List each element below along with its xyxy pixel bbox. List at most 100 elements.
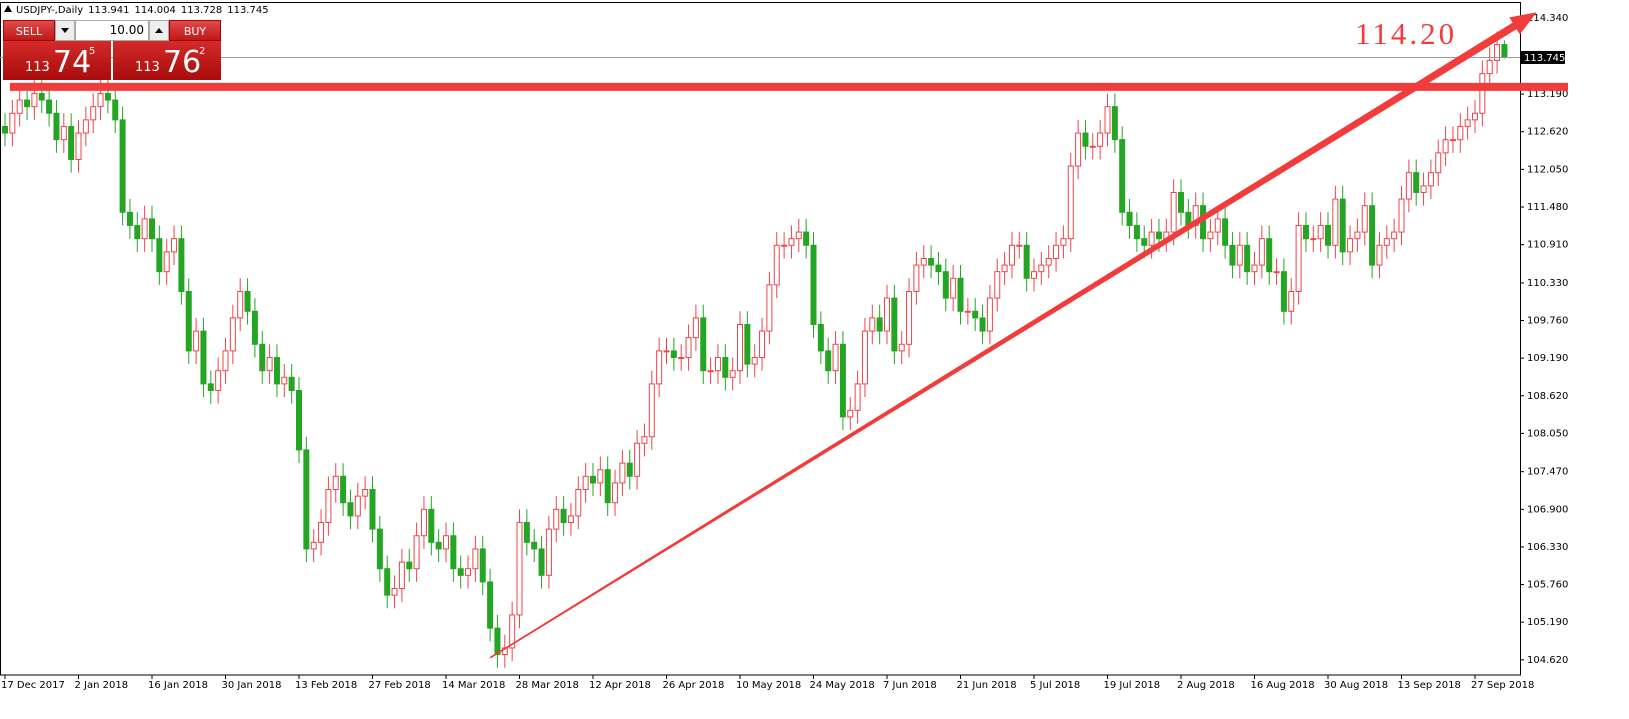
candle-body [97, 92, 104, 108]
buy-button[interactable]: BUY [169, 20, 221, 41]
candle-body [1479, 73, 1486, 114]
candle-body [825, 350, 832, 372]
candle-body [670, 350, 677, 358]
x-tick-label: 5 Jul 2018 [1030, 680, 1080, 691]
candle-body [648, 383, 655, 438]
candle-body [553, 508, 560, 530]
x-tick-label: 30 Aug 2018 [1324, 680, 1388, 691]
candle-body [692, 317, 699, 339]
candle-body [891, 297, 898, 352]
candle-body [420, 508, 427, 537]
candle-body [479, 548, 486, 583]
candle-body [560, 508, 567, 524]
candle-body [832, 343, 839, 372]
candle-body [1067, 165, 1074, 240]
candle-body [854, 383, 861, 411]
candle-body [523, 522, 530, 543]
candle-body [1097, 132, 1104, 147]
candle-body [325, 489, 332, 524]
candle-body [1222, 218, 1229, 246]
volume-up[interactable] [149, 20, 169, 41]
sell-button[interactable]: SELL [3, 20, 55, 41]
candle-body [156, 238, 163, 273]
candle-body [773, 244, 780, 286]
bid-price[interactable]: 113 74 5 [3, 41, 111, 80]
volume-input[interactable]: 10.00 [75, 20, 149, 41]
y-tick-label: 106.330 [1527, 542, 1568, 553]
candle-body [1288, 290, 1295, 312]
candle-body [1347, 238, 1354, 253]
candle-body [1332, 198, 1339, 246]
x-tick-label: 24 May 2018 [810, 680, 875, 691]
candle-body [737, 323, 743, 372]
candle-body [296, 389, 302, 451]
candle-body [597, 469, 604, 484]
candle-body [942, 271, 949, 299]
candle-body [685, 337, 692, 358]
candle-body [75, 132, 82, 160]
candle-body [994, 271, 1001, 299]
candle-body [604, 469, 611, 504]
candle-body [928, 257, 935, 266]
ask-price[interactable]: 113 76 2 [113, 41, 221, 80]
candle-body [964, 310, 971, 313]
candle-body [472, 548, 479, 570]
bid-main: 74 [53, 45, 92, 80]
candle-body [68, 125, 75, 160]
x-tick-label: 19 Jul 2018 [1104, 680, 1161, 691]
candle-body [141, 218, 148, 240]
candle-body [1457, 125, 1464, 141]
candle-body [935, 264, 942, 273]
candle-body [1089, 145, 1096, 148]
candle-body [817, 323, 824, 352]
x-tick-label: 27 Sep 2018 [1471, 680, 1534, 691]
x-tick-label: 2 Jan 2018 [75, 680, 129, 691]
candle-body [215, 370, 222, 391]
x-tick-label: 7 Jun 2018 [883, 680, 937, 691]
candle-body [369, 489, 376, 530]
volume-down[interactable] [55, 20, 75, 41]
candle-body [700, 317, 707, 372]
candle-body [803, 231, 810, 246]
ask-main: 76 [163, 45, 202, 80]
candle-body [1111, 106, 1118, 141]
candle-body [229, 317, 236, 352]
candle-body [590, 475, 596, 484]
candle-body [310, 541, 317, 550]
trend-arrow [489, 12, 1537, 659]
candle-body [185, 290, 192, 352]
candle-body [251, 310, 258, 345]
candle-body [200, 330, 207, 385]
candle-body [398, 561, 405, 590]
y-tick-label: 112.050 [1527, 164, 1568, 175]
x-tick-label: 28 Mar 2018 [516, 680, 579, 691]
candle-body [986, 297, 993, 332]
candle-body [788, 238, 795, 246]
candle-body [1207, 231, 1214, 240]
candle-body [1310, 238, 1317, 241]
candle-body [1001, 264, 1008, 273]
candle-body [810, 244, 817, 325]
candle-body [1376, 244, 1383, 266]
current-price-box [1521, 50, 1565, 64]
candle-body [46, 99, 53, 114]
candle-body [149, 218, 155, 240]
candle-body [1494, 44, 1501, 61]
y-tick-label: 104.620 [1527, 655, 1568, 666]
candle-body [795, 231, 802, 240]
candle-body [619, 462, 626, 484]
candle-body [1325, 224, 1331, 246]
candle-body [1178, 191, 1184, 213]
candle-body [53, 112, 60, 141]
candle-body [384, 568, 391, 596]
current-price-label: 113.745 [1524, 53, 1565, 64]
candle-body [1133, 224, 1140, 240]
candle-body [1317, 224, 1324, 240]
candle-body [707, 370, 714, 373]
candle-body [443, 535, 449, 550]
candle-body [119, 119, 126, 213]
candle-body [134, 224, 141, 240]
candle-body [1383, 238, 1390, 246]
